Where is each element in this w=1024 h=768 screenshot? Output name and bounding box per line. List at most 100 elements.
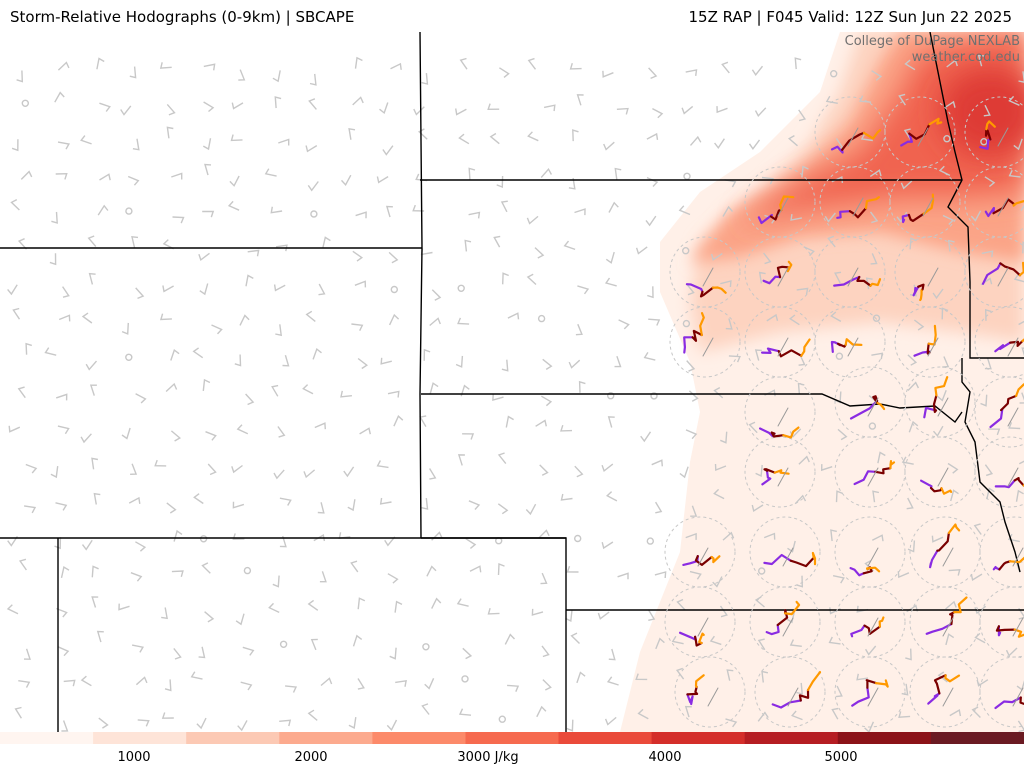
state-boundaries bbox=[0, 32, 1024, 732]
wind-barb bbox=[871, 352, 884, 360]
wind-barb bbox=[647, 609, 656, 621]
wind-barb bbox=[204, 611, 215, 623]
storm-motion-vector bbox=[1007, 407, 1019, 427]
wind-barb bbox=[574, 208, 586, 216]
hodograph-segment bbox=[926, 342, 931, 355]
storm-motion-vector bbox=[847, 267, 859, 287]
wind-barb bbox=[61, 720, 69, 732]
hodograph-segment bbox=[865, 679, 878, 689]
wind-barb bbox=[424, 678, 435, 690]
wind-barb bbox=[907, 354, 918, 366]
wind-barb bbox=[796, 287, 809, 295]
wind-barb bbox=[97, 204, 109, 216]
wind-barb bbox=[904, 59, 916, 71]
calm-wind-marker bbox=[830, 70, 838, 78]
wind-barb bbox=[713, 488, 725, 500]
wind-barb bbox=[824, 212, 836, 223]
wind-barb bbox=[307, 181, 319, 192]
hodograph-segment bbox=[849, 567, 865, 577]
wind-barb bbox=[8, 425, 21, 433]
wind-barb bbox=[538, 529, 550, 539]
hodograph-segment bbox=[999, 262, 1021, 277]
wind-barb bbox=[279, 535, 287, 548]
wind-barb bbox=[431, 289, 442, 301]
wind-barb bbox=[271, 384, 279, 397]
wind-barb bbox=[357, 357, 369, 370]
hodograph-ring bbox=[974, 436, 1024, 508]
wind-barb bbox=[720, 431, 728, 444]
wind-barb bbox=[1018, 607, 1024, 620]
wind-barb bbox=[135, 676, 148, 686]
wind-barb bbox=[605, 251, 615, 264]
wind-barb bbox=[354, 56, 363, 69]
hodograph bbox=[761, 337, 811, 358]
storm-motion-vector bbox=[1007, 467, 1019, 487]
credit-watermark: College of DuPage NEXLAB weather.cod.edu bbox=[845, 34, 1020, 66]
wind-barb bbox=[319, 571, 327, 583]
wind-barb bbox=[305, 145, 318, 153]
wind-barb bbox=[348, 127, 356, 140]
calm-wind-marker bbox=[422, 643, 430, 651]
storm-motion-vector bbox=[787, 687, 799, 707]
wind-barb bbox=[394, 600, 403, 613]
wind-barb bbox=[198, 252, 210, 262]
hodograph bbox=[992, 547, 1024, 571]
wind-barb bbox=[196, 717, 207, 730]
wind-barb bbox=[725, 718, 738, 728]
wind-barb bbox=[798, 109, 807, 122]
colorbar-segment bbox=[372, 732, 466, 744]
wind-barb bbox=[608, 648, 616, 661]
hodograph-segment bbox=[928, 117, 943, 126]
wind-barb bbox=[247, 249, 260, 257]
hodograph bbox=[994, 467, 1024, 489]
wind-barb bbox=[379, 102, 389, 115]
hodograph bbox=[920, 467, 953, 495]
hodograph bbox=[849, 547, 881, 577]
wind-barb bbox=[901, 683, 909, 696]
wind-barb bbox=[646, 132, 659, 141]
wind-barb bbox=[898, 711, 911, 718]
hodograph bbox=[923, 376, 949, 419]
wind-barb bbox=[154, 459, 167, 467]
wind-barb bbox=[128, 496, 141, 505]
wind-barb bbox=[754, 596, 765, 608]
wind-barb bbox=[413, 106, 425, 116]
wind-barb bbox=[17, 238, 28, 250]
wind-barb bbox=[575, 323, 583, 336]
wind-barb bbox=[722, 205, 734, 217]
wind-barb bbox=[384, 536, 396, 547]
wind-barb bbox=[497, 563, 505, 576]
calm-wind-marker bbox=[125, 207, 133, 215]
wind-barb bbox=[455, 355, 464, 368]
hodograph-ring bbox=[669, 306, 741, 378]
wind-barb bbox=[240, 681, 253, 691]
wind-barb bbox=[393, 415, 404, 427]
wind-barb bbox=[57, 141, 70, 150]
wind-barb bbox=[531, 608, 544, 616]
hodograph-segment bbox=[869, 278, 882, 287]
hodograph-segment bbox=[798, 688, 810, 702]
hodograph-segment bbox=[925, 622, 953, 635]
wind-barb bbox=[239, 314, 250, 326]
wind-barb bbox=[560, 493, 573, 501]
wind-barb bbox=[85, 360, 98, 371]
wind-barb bbox=[726, 669, 734, 681]
hodograph bbox=[900, 117, 943, 147]
storm-motion-vector bbox=[927, 337, 939, 357]
wind-barb bbox=[947, 239, 955, 252]
wind-barb bbox=[352, 250, 364, 262]
wind-barb bbox=[942, 214, 955, 225]
wind-barb bbox=[193, 493, 204, 505]
wind-barb bbox=[426, 565, 437, 577]
wind-barb bbox=[388, 251, 399, 264]
hodograph bbox=[685, 267, 727, 298]
hodograph-segment bbox=[874, 679, 889, 688]
wind-barb bbox=[757, 638, 766, 651]
wind-barb bbox=[58, 314, 71, 322]
hodograph-segment bbox=[686, 693, 694, 706]
wind-barb bbox=[54, 91, 65, 103]
wind-barb bbox=[648, 318, 661, 326]
calm-wind-marker bbox=[682, 246, 690, 255]
calm-wind-marker bbox=[646, 537, 654, 545]
hodograph-segment bbox=[866, 566, 881, 573]
